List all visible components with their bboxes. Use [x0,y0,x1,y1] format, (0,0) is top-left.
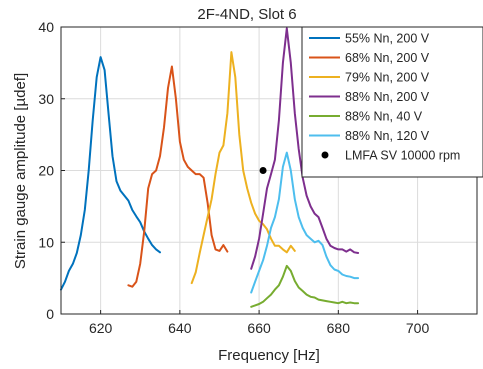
x-tick-label: 660 [247,320,271,336]
chart-title: 2F-4ND, Slot 6 [197,6,296,23]
axis-ticks: 620 640 660 680 700 0 10 20 30 40 [38,19,429,336]
legend-label: 88% Nn, 200 V [345,90,430,104]
legend-box [301,26,483,178]
legend-label: 68% Nn, 200 V [345,51,430,65]
y-tick-label: 0 [46,306,54,322]
x-tick-label: 700 [406,320,430,336]
x-tick-label: 640 [168,320,192,336]
y-tick-label: 20 [38,163,54,179]
legend-label: 79% Nn, 200 V [345,71,430,85]
x-tick-label: 680 [327,320,351,336]
series-lines [60,27,360,308]
y-tick-label: 40 [38,19,54,35]
y-tick-label: 10 [38,234,54,250]
series-line-1 [127,65,229,288]
series-line-2 [190,51,296,285]
x-axis-label: Frequency [Hz] [218,347,320,364]
legend-label: 88% Nn, 120 V [345,129,430,143]
legend-label: 55% Nn, 200 V [345,32,430,46]
y-tick-label: 30 [38,91,54,107]
series-line-4 [250,264,360,308]
series-line-5 [250,151,360,294]
y-axis-label: Strain gauge amplitude [µdef] [12,73,29,269]
series-line-3 [250,27,360,270]
legend-label: LMFA SV 10000 rpm [345,149,460,163]
legend-label: 88% Nn, 40 V [345,110,423,124]
legend-swatch [321,151,329,159]
legend: 55% Nn, 200 V 68% Nn, 200 V 79% Nn, 200 V 8… [301,26,483,178]
x-tick-label: 620 [89,320,113,336]
data-point-lmfa [259,167,267,174]
